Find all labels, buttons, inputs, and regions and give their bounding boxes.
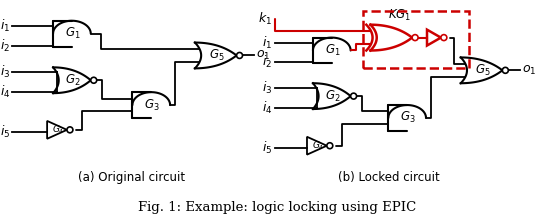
Text: $i_4$: $i_4$: [0, 84, 10, 100]
Text: Fig. 1: Example: logic locking using EPIC: Fig. 1: Example: logic locking using EPI…: [138, 201, 416, 214]
Text: $G_3$: $G_3$: [400, 110, 416, 125]
Text: $i_2$: $i_2$: [1, 38, 10, 54]
Text: $G_3$: $G_3$: [145, 97, 160, 113]
Circle shape: [502, 67, 508, 73]
Text: $i_1$: $i_1$: [262, 34, 272, 51]
Text: $G_5$: $G_5$: [475, 63, 491, 78]
Circle shape: [67, 127, 73, 133]
Text: $G_4$: $G_4$: [312, 139, 324, 152]
Circle shape: [441, 35, 447, 41]
Text: $i_5$: $i_5$: [0, 124, 10, 140]
Text: $G_2$: $G_2$: [325, 89, 340, 104]
Circle shape: [412, 35, 418, 41]
Text: $k_1$: $k_1$: [258, 11, 272, 27]
Text: $i_1$: $i_1$: [0, 18, 10, 34]
Text: (b) Locked circuit: (b) Locked circuit: [338, 171, 440, 184]
Text: $i_2$: $i_2$: [262, 54, 272, 70]
Text: $i_5$: $i_5$: [262, 140, 272, 156]
Text: $o_1$: $o_1$: [256, 49, 271, 62]
Text: $G_1$: $G_1$: [325, 43, 340, 58]
Circle shape: [351, 93, 356, 99]
Text: $G_1$: $G_1$: [65, 26, 81, 41]
Text: (a) Original circuit: (a) Original circuit: [78, 171, 185, 184]
Circle shape: [91, 77, 97, 83]
Text: $i_4$: $i_4$: [262, 100, 272, 116]
Text: $KG_1$: $KG_1$: [388, 8, 411, 23]
Text: $G_5$: $G_5$: [209, 48, 224, 63]
Text: $i_3$: $i_3$: [262, 80, 272, 96]
Text: $i_3$: $i_3$: [0, 64, 10, 80]
Circle shape: [327, 143, 333, 149]
Text: $G_2$: $G_2$: [65, 73, 81, 88]
Text: $o_1$: $o_1$: [522, 64, 537, 77]
Bar: [362, 11, 469, 68]
Circle shape: [236, 52, 243, 58]
Text: $G_4$: $G_4$: [52, 124, 64, 136]
